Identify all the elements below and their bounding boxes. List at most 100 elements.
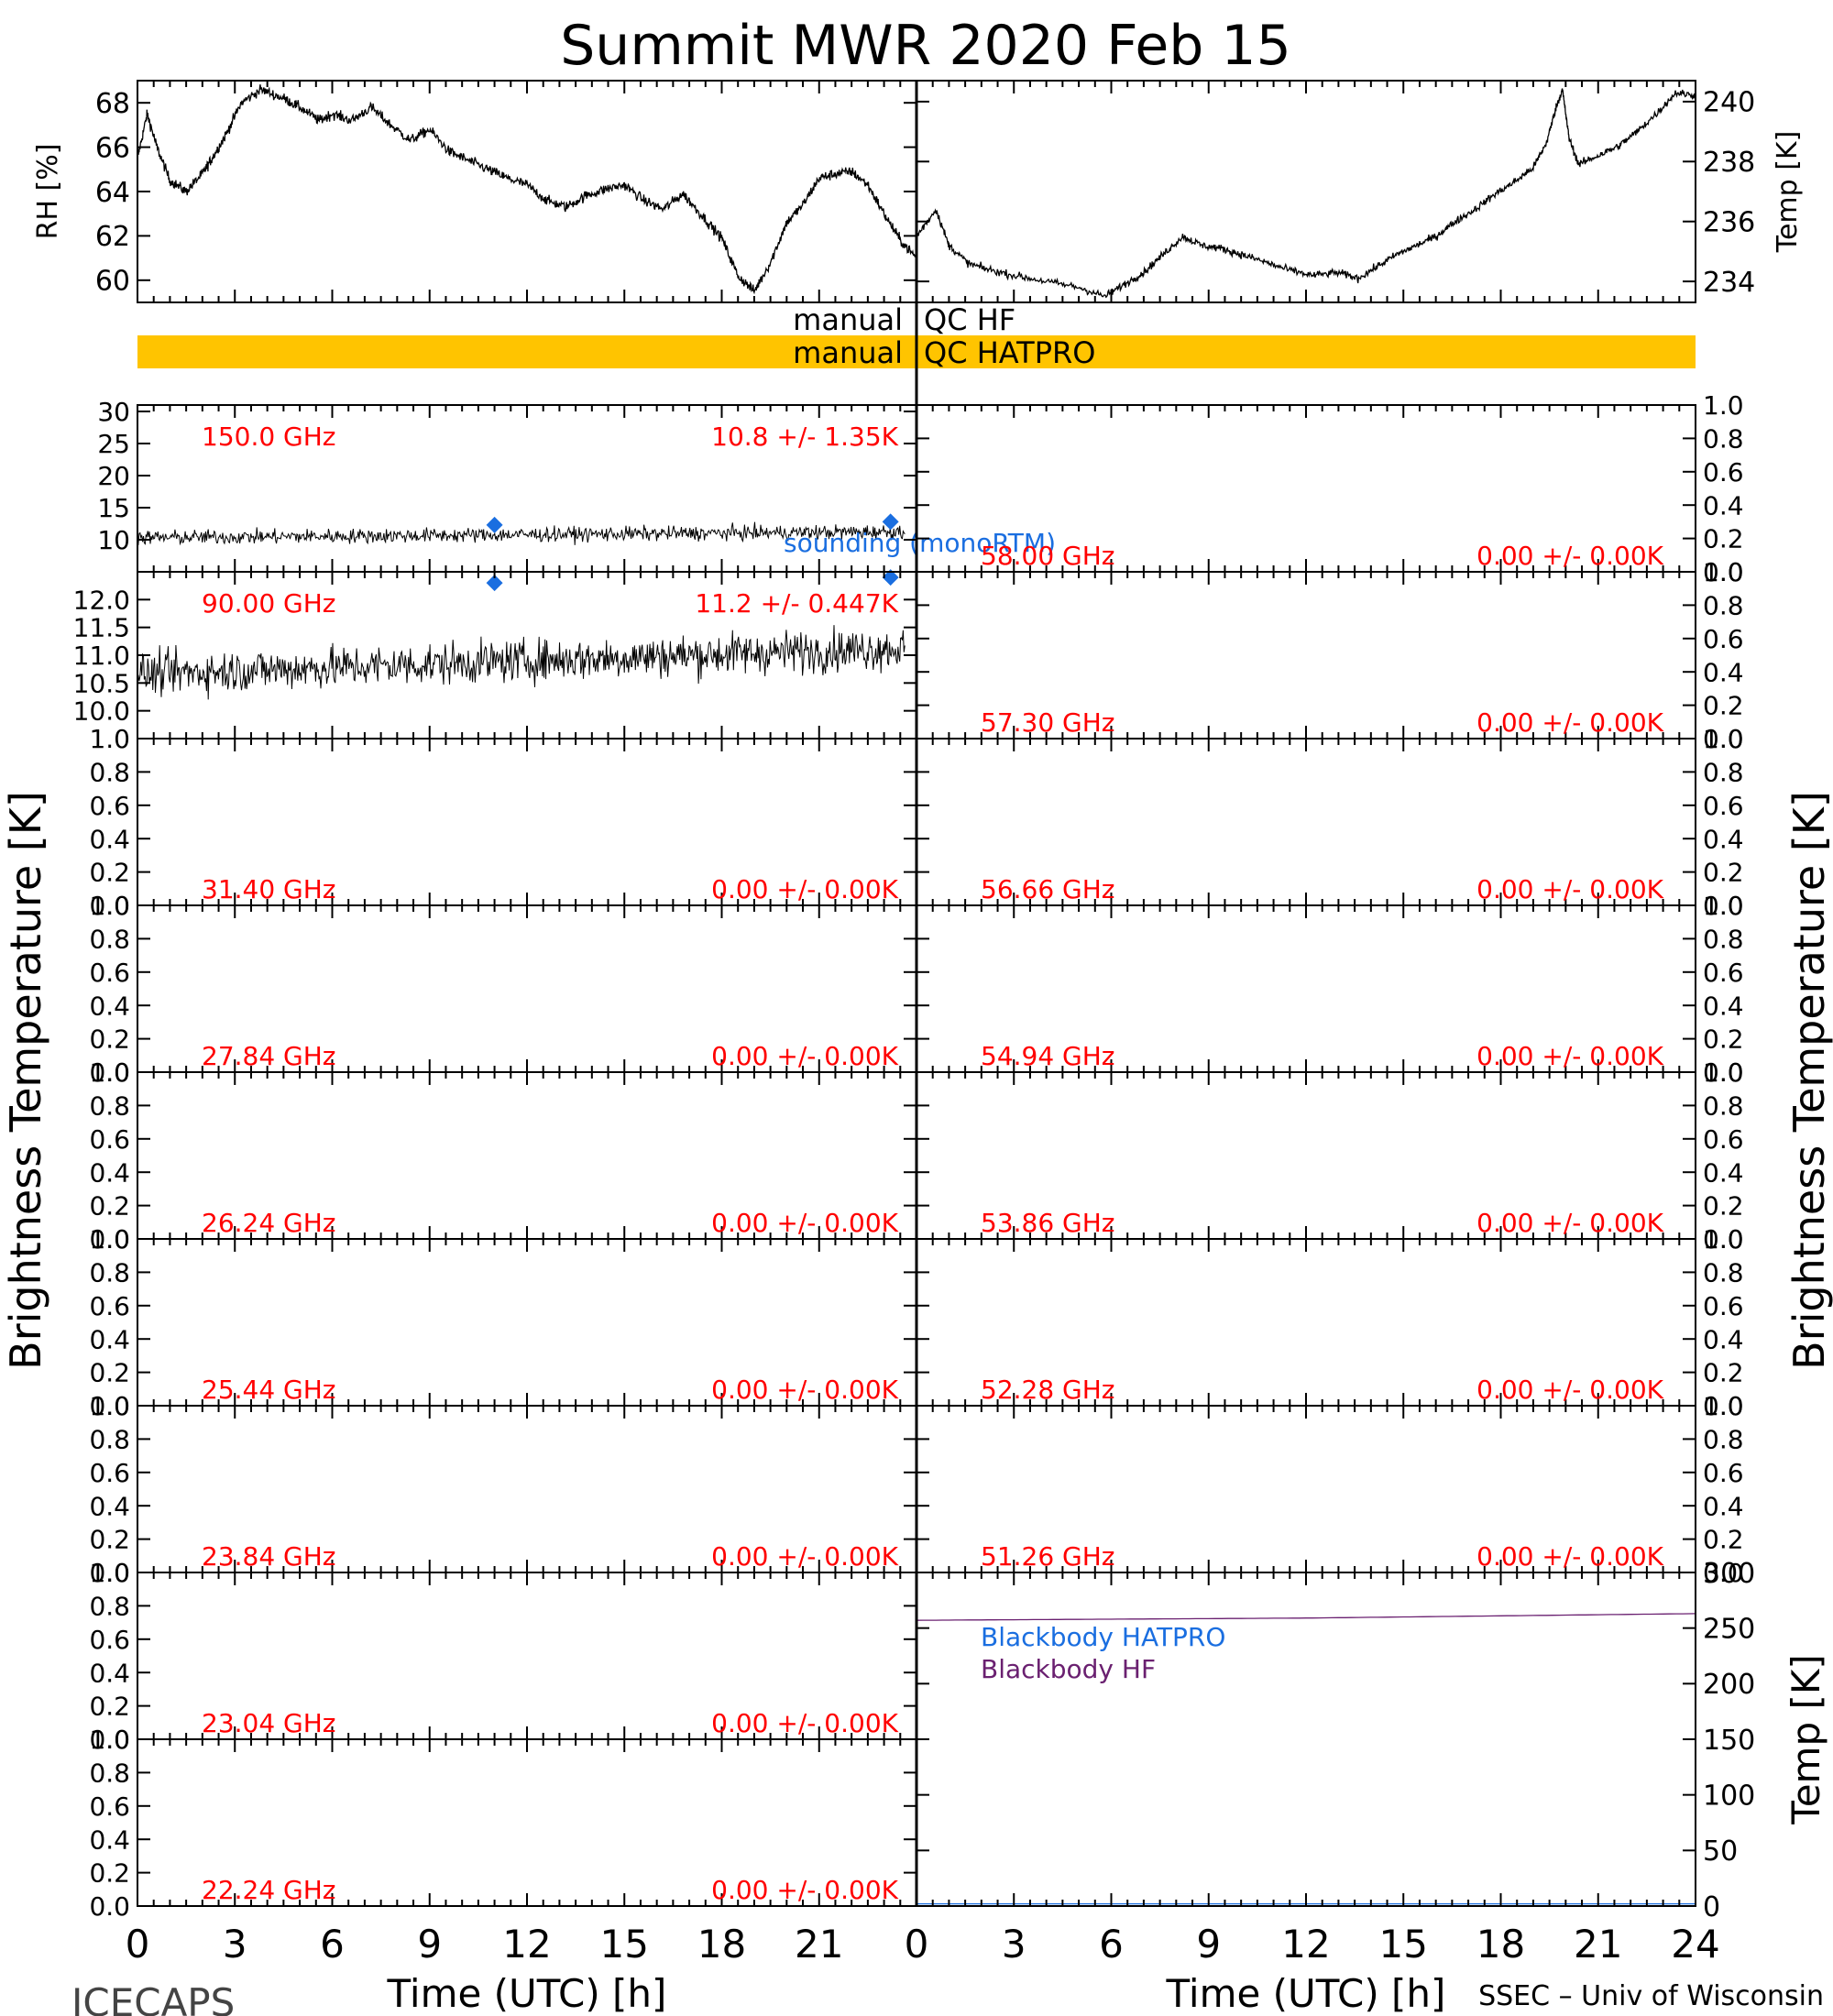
right-channel-2-ytick-label: 1.0 bbox=[1703, 557, 1744, 587]
left-channel-4-stat-label: 0.00 +/- 0.00K bbox=[711, 1041, 898, 1071]
left-channel-4-ytick-label: 0.8 bbox=[89, 924, 130, 954]
footer-right: SSEC – Univ of Wisconsin bbox=[1478, 1980, 1824, 2012]
left-channel-5-freq-label: 26.24 GHz bbox=[202, 1208, 336, 1238]
right-channel-1-ytick-label: 0.0 bbox=[1703, 557, 1744, 587]
left-channel-2-xticks bbox=[137, 572, 917, 739]
left-channel-5-stat-label: 0.00 +/- 0.00K bbox=[711, 1208, 898, 1238]
right-channel-3-ytick-label: 0.6 bbox=[1703, 791, 1744, 821]
channels-ylabel-right: Brightness Temperature [K] bbox=[1784, 791, 1833, 1370]
left-channel-9-ytick-label: 1.0 bbox=[89, 1725, 130, 1755]
left-channel-3-ytick-label: 0.4 bbox=[89, 824, 130, 854]
sounding-legend: sounding (monoRTM) bbox=[784, 528, 1056, 558]
blackbody-hf-series-line bbox=[916, 1613, 1696, 1621]
blackbody-panel-ytick-label: 100 bbox=[1703, 1780, 1755, 1812]
left-channel-7-ytick-label: 0.4 bbox=[89, 1491, 130, 1521]
right-channel-7-xticks bbox=[916, 1406, 1696, 1572]
rh-ylabel: RH [%] bbox=[32, 144, 64, 240]
left-channel-4-freq-label: 27.84 GHz bbox=[202, 1041, 336, 1071]
footer-left: ICECAPS bbox=[71, 1980, 235, 2016]
left-channel-2-series-line bbox=[137, 625, 906, 700]
right-channel-7-freq-label: 51.26 GHz bbox=[981, 1541, 1115, 1572]
right-channel-4-freq-label: 54.94 GHz bbox=[981, 1041, 1115, 1071]
left-xtick-label: 18 bbox=[697, 1922, 746, 1967]
left-channel-8-ytick-label: 0.2 bbox=[89, 1692, 130, 1722]
temp-top-series-line bbox=[916, 88, 1696, 299]
right-channel-1-ytick-label: 1.0 bbox=[1703, 390, 1744, 421]
left-channel-5-ytick-label: 0.4 bbox=[89, 1157, 130, 1188]
qc-bar-label-right: QC HATPRO bbox=[924, 335, 1095, 370]
left-channel-2-sounding-point bbox=[882, 569, 899, 586]
left-channel-9-freq-label: 22.24 GHz bbox=[202, 1875, 336, 1905]
left-channel-3-ytick-label: 0.2 bbox=[89, 858, 130, 888]
left-channel-8-stat-label: 0.00 +/- 0.00K bbox=[711, 1708, 898, 1738]
temp-top-panel-ytick-label: 240 bbox=[1703, 87, 1755, 119]
left-channel-1-sounding-point bbox=[486, 516, 503, 533]
blackbody-ylabel: Temp [K] bbox=[1784, 1654, 1828, 1825]
left-channel-8-ytick-label: 1.0 bbox=[89, 1558, 130, 1588]
right-xtick-label: 3 bbox=[1002, 1922, 1026, 1967]
left-channel-4-ytick-label: 0.6 bbox=[89, 958, 130, 988]
right-channel-3-freq-label: 56.66 GHz bbox=[981, 874, 1115, 904]
right-channel-2-ytick-label: 0.6 bbox=[1703, 624, 1744, 654]
blackbody-panel-ytick-label: 50 bbox=[1703, 1835, 1738, 1868]
blackbody-panel-ytick-label: 300 bbox=[1703, 1558, 1755, 1590]
rh-panel-ytick-label: 62 bbox=[95, 221, 130, 253]
left-channel-6-ytick-label: 0.4 bbox=[89, 1324, 130, 1354]
left-channel-7-ytick-label: 0.2 bbox=[89, 1525, 130, 1555]
right-channel-3-yticks: 0.00.20.40.60.81.0 bbox=[916, 724, 1744, 921]
left-channel-6-ytick-label: 1.0 bbox=[89, 1224, 130, 1255]
left-channel-2-ytick-label: 11.0 bbox=[73, 641, 130, 671]
temp-top-panel-yticks: 234 236 238 240 bbox=[916, 87, 1755, 299]
right-channel-7-yticks: 0.00.20.40.60.81.0 bbox=[916, 1391, 1744, 1588]
left-channel-6-freq-label: 25.44 GHz bbox=[202, 1375, 336, 1405]
blackbody-panel-ytick-label: 250 bbox=[1703, 1613, 1755, 1645]
temp-top-panel-frame bbox=[916, 80, 1696, 303]
right-channel-6-stat-label: 0.00 +/- 0.00K bbox=[1476, 1375, 1663, 1405]
left-channel-8-ytick-label: 0.4 bbox=[89, 1658, 130, 1688]
left-channel-4-ytick-label: 0.0 bbox=[89, 1057, 130, 1088]
right-channel-7-stat-label: 0.00 +/- 0.00K bbox=[1476, 1541, 1663, 1572]
right-channel-2-ytick-label: 0.8 bbox=[1703, 590, 1744, 620]
left-channel-2-ytick-label: 10.0 bbox=[73, 696, 130, 727]
left-channel-3-ytick-label: 0.6 bbox=[89, 791, 130, 821]
left-channel-2-stat-label: 11.2 +/- 0.447K bbox=[695, 588, 898, 619]
temp-top-panel-ytick-label: 238 bbox=[1703, 147, 1755, 179]
left-channel-7-ytick-label: 0.0 bbox=[89, 1558, 130, 1588]
right-channel-5-ytick-label: 0.8 bbox=[1703, 1090, 1744, 1121]
rh-panel-yticks: 60 62 64 66 68 bbox=[95, 88, 916, 298]
left-channel-3-stat-label: 0.00 +/- 0.00K bbox=[711, 874, 898, 904]
left-channel-4-ytick-label: 0.2 bbox=[89, 1024, 130, 1055]
right-channel-5-yticks: 0.00.20.40.60.81.0 bbox=[916, 1057, 1744, 1255]
right-channel-3-ytick-label: 0.8 bbox=[1703, 757, 1744, 787]
right-channel-2-yticks: 0.00.20.40.60.81.0 bbox=[916, 557, 1744, 754]
right-channel-3-ytick-label: 1.0 bbox=[1703, 724, 1744, 754]
left-channel-9-ytick-label: 0.0 bbox=[89, 1891, 130, 1922]
right-channel-1-xticks bbox=[916, 405, 1696, 572]
right-channel-6-ytick-label: 1.0 bbox=[1703, 1224, 1744, 1255]
right-channel-2-xticks bbox=[916, 572, 1696, 739]
right-channel-4-stat-label: 0.00 +/- 0.00K bbox=[1476, 1041, 1663, 1071]
right-xtick-label: 9 bbox=[1196, 1922, 1221, 1967]
right-channel-6-freq-label: 52.28 GHz bbox=[981, 1375, 1115, 1405]
right-channel-1-stat-label: 0.00 +/- 0.00K bbox=[1476, 541, 1663, 571]
left-channel-6-xticks bbox=[137, 1239, 917, 1406]
left-xtick-label: 3 bbox=[223, 1922, 247, 1967]
left-channel-2-yticks: 10.010.511.011.512.0 bbox=[73, 585, 916, 727]
right-channel-7-ytick-label: 0.8 bbox=[1703, 1424, 1744, 1454]
left-channel-1-ytick-label: 25 bbox=[97, 429, 130, 459]
left-channel-5-ytick-label: 1.0 bbox=[89, 1057, 130, 1088]
left-channel-2-ytick-label: 12.0 bbox=[73, 585, 130, 615]
left-channel-1-stat-label: 10.8 +/- 1.35K bbox=[711, 422, 898, 452]
left-channel-2-freq-label: 90.00 GHz bbox=[202, 588, 336, 619]
left-channel-3-ytick-label: 1.0 bbox=[89, 724, 130, 754]
right-channel-5-xticks bbox=[916, 1072, 1696, 1239]
right-channel-7-ytick-label: 0.6 bbox=[1703, 1458, 1744, 1488]
left-xtick-label: 9 bbox=[417, 1922, 442, 1967]
left-channel-8-freq-label: 23.04 GHz bbox=[202, 1708, 336, 1738]
right-channel-1-freq-label: 58.00 GHz bbox=[981, 541, 1115, 571]
right-channel-4-ytick-label: 0.2 bbox=[1703, 1024, 1744, 1055]
right-channel-1-ytick-label: 0.4 bbox=[1703, 490, 1744, 520]
